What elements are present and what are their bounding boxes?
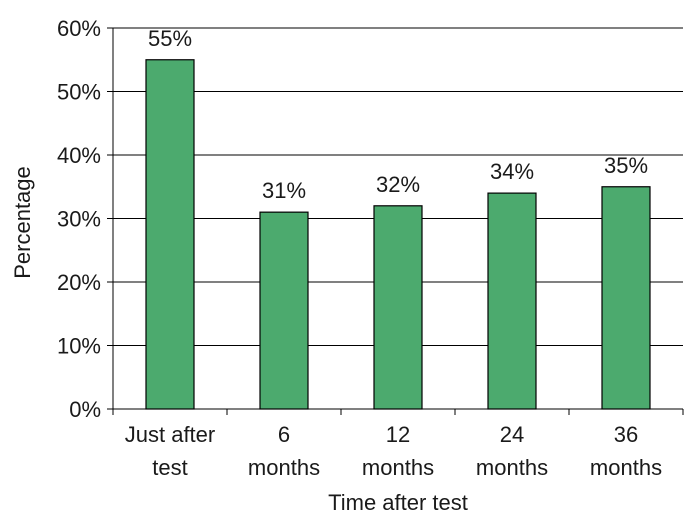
data-labels: 55% 31% 32% 34% 35% (148, 26, 648, 203)
x-category-label: months (362, 455, 434, 480)
y-tick-label: 10% (57, 334, 101, 359)
x-category-labels: Just after test 6 months 12 months 24 months 36 m… (125, 422, 662, 480)
y-tick-label: 30% (57, 207, 101, 232)
x-category-label: months (248, 455, 320, 480)
x-category-label: 12 (386, 422, 410, 447)
x-category-label: Just after (125, 422, 215, 447)
y-tick-labels: 0% 10% 20% 30% 40% 50% 60% (57, 16, 101, 422)
x-category-label: 36 (614, 422, 638, 447)
x-category-label: 24 (500, 422, 524, 447)
x-category-label: 6 (278, 422, 290, 447)
x-axis-title: Time after test (328, 490, 468, 515)
y-tick-label: 20% (57, 270, 101, 295)
bar (601, 186, 651, 410)
y-tick-label: 60% (57, 16, 101, 41)
data-label: 35% (604, 153, 648, 178)
bars (145, 59, 651, 410)
bar (373, 205, 423, 410)
y-tick-label: 50% (57, 80, 101, 105)
data-label: 34% (490, 159, 534, 184)
y-tick-label: 40% (57, 143, 101, 168)
bar (259, 211, 309, 410)
data-label: 55% (148, 26, 192, 51)
y-axis-title: Percentage (10, 166, 35, 279)
data-label: 31% (262, 178, 306, 203)
x-category-label: months (476, 455, 548, 480)
bar (145, 59, 195, 410)
bar (487, 192, 537, 410)
data-label: 32% (376, 172, 420, 197)
y-tick-label: 0% (69, 397, 101, 422)
x-category-label: test (152, 455, 187, 480)
x-category-label: months (590, 455, 662, 480)
